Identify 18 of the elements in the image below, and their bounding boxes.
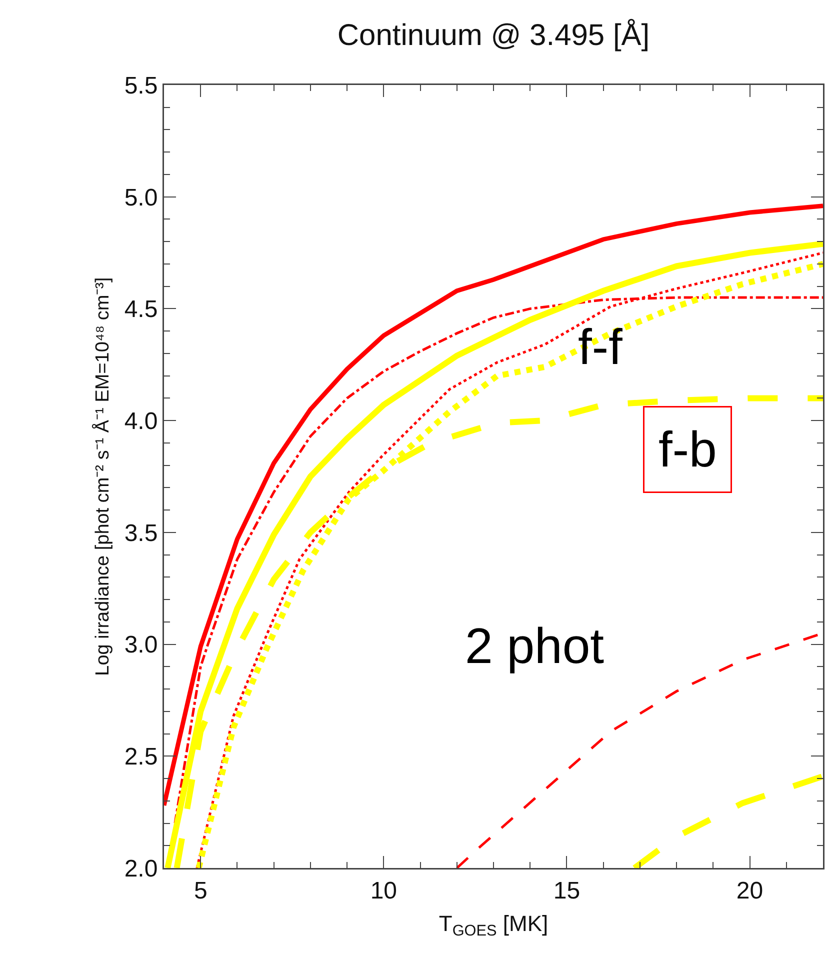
y-tick-label: 3.0 — [124, 632, 158, 659]
chart-title: Continuum @ 3.495 [Å] — [337, 18, 650, 52]
x-tick-label: 10 — [370, 877, 398, 904]
x-tick-label: 20 — [736, 877, 764, 904]
x-tick-label: 5 — [194, 877, 208, 904]
x-axis-title: T$_{GOES}$ [MK] — [438, 910, 548, 940]
y-tick-label: 2.0 — [124, 855, 158, 882]
y-tick-label: 3.5 — [124, 520, 158, 547]
y-tick-label: 5.0 — [124, 184, 158, 212]
annotation: 2 phot — [465, 618, 604, 674]
y-tick-label: 5.5 — [124, 72, 158, 100]
y-tick-label: 4.0 — [124, 408, 158, 435]
x-tick-label: 15 — [553, 877, 580, 904]
y-axis-title: Log irradiance [phot cm⁻² s⁻¹ Å⁻¹ EM=10⁴⁸ cm⁻³] — [91, 277, 114, 676]
y-tick-label: 4.5 — [124, 296, 158, 324]
annotation: f-f — [578, 319, 623, 375]
y-tick-label: 2.5 — [124, 744, 158, 771]
annotation: f-b — [658, 422, 717, 478]
